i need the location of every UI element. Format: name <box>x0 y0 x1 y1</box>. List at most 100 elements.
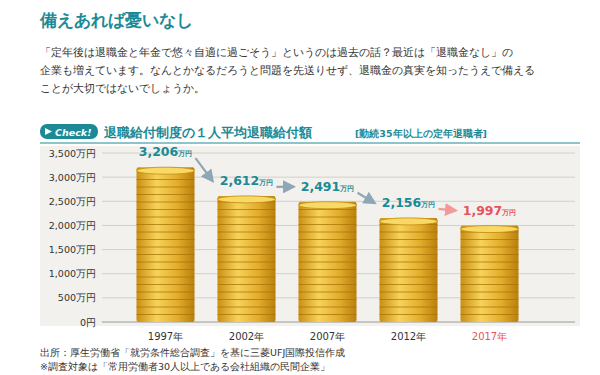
coin-edge <box>137 262 195 263</box>
coin-edge <box>380 247 438 248</box>
heading-rule <box>40 143 580 144</box>
data-label-unit: 万円 <box>339 185 354 193</box>
coin-edge <box>299 277 357 278</box>
coin-edge <box>299 292 357 293</box>
coin-edge <box>137 217 195 218</box>
page: {"header": {"title": "備えあれば憂いなし", "parag… <box>0 0 600 375</box>
bar <box>380 218 438 322</box>
coin-edge <box>218 247 276 248</box>
coin-edge <box>218 269 276 270</box>
coin-edge <box>137 179 195 180</box>
coin-edge <box>218 239 276 240</box>
badge-icon <box>45 128 52 135</box>
coin-edge <box>461 254 519 255</box>
page-title: 備えあれば憂いなし <box>39 10 193 30</box>
coin-edge <box>299 299 357 300</box>
coin-edge <box>299 224 357 225</box>
coin-top <box>380 218 438 225</box>
coin-edge <box>380 262 438 263</box>
bars <box>137 167 519 322</box>
footnote: 出所：厚生労働省「就労条件総合調査」を基に三菱UFJ国際投信作成 <box>40 347 345 358</box>
coin-edge <box>461 307 519 308</box>
coin-edge <box>461 284 519 285</box>
y-tick-label: 2,500万円 <box>49 196 96 207</box>
badge-text: Check! <box>55 127 91 138</box>
data-label: 2,156万円 <box>382 195 436 210</box>
coin-edge <box>218 262 276 263</box>
coin-edge <box>461 292 519 293</box>
data-label-unit: 万円 <box>177 150 192 158</box>
trend-arrow <box>358 193 375 203</box>
y-tick-label: 1,500万円 <box>49 244 96 255</box>
data-label-number: 3,206 <box>139 144 179 159</box>
coin-edge <box>380 292 438 293</box>
coin-edge <box>137 284 195 285</box>
coin-edge <box>218 217 276 218</box>
coin-edge <box>137 202 195 203</box>
x-tick-label: 2012年 <box>391 331 426 342</box>
data-label-unit: 万円 <box>420 201 435 209</box>
footnote: ※調査対象は「常用労働者30人以上である会社組織の民間企業」 <box>40 361 330 372</box>
coin-edge <box>299 254 357 255</box>
coin-edge <box>218 209 276 210</box>
data-label: 2,612万円 <box>220 173 274 188</box>
coin-edge <box>380 277 438 278</box>
paragraph-line: 企業も増えています。なんとかなるだろうと問題を先送りせず、退職金の真実を知ったう… <box>40 64 535 77</box>
coin-top <box>299 202 357 209</box>
coin-edge <box>137 292 195 293</box>
bar <box>299 202 357 322</box>
y-tick-label: 3,500万円 <box>49 148 96 159</box>
y-tick-label: 2,000万円 <box>49 220 96 231</box>
bar <box>218 196 276 322</box>
coin-edge <box>299 284 357 285</box>
coin-top <box>461 226 519 233</box>
coin-edge <box>137 299 195 300</box>
coin-edge <box>218 292 276 293</box>
coin-edge <box>137 254 195 255</box>
coin-edge <box>218 284 276 285</box>
trend-arrow <box>277 186 294 188</box>
coin-edge <box>380 284 438 285</box>
data-label-unit: 万円 <box>501 209 516 217</box>
coin-edge <box>218 254 276 255</box>
coin-edge <box>461 277 519 278</box>
coin-edge <box>137 307 195 308</box>
bar <box>137 167 195 322</box>
chart-subtitle: [勤続35年以上の定年退職者] <box>355 128 487 139</box>
x-tick-label: 2017年 <box>472 331 507 342</box>
coin-edge <box>461 269 519 270</box>
coin-edge <box>299 239 357 240</box>
chart-bg <box>40 146 580 326</box>
paragraph-line: 「定年後は退職金と年金で悠々自適に過ごそう」というのは過去の話？最近は「退職金な… <box>40 46 513 59</box>
data-label-number: 1,997 <box>463 203 503 218</box>
coin-edge <box>461 262 519 263</box>
coin-edge <box>137 277 195 278</box>
coin-edge <box>218 307 276 308</box>
data-label-number: 2,612 <box>220 173 260 188</box>
coin-edge <box>461 239 519 240</box>
coin-edge <box>299 232 357 233</box>
coin-edge <box>461 299 519 300</box>
data-label-number: 2,156 <box>382 195 422 210</box>
coin-top <box>137 167 195 174</box>
coin-edge <box>137 269 195 270</box>
coin-edge <box>137 232 195 233</box>
coin-edge <box>380 269 438 270</box>
coin-edge <box>137 224 195 225</box>
trend-arrow <box>196 158 213 181</box>
trend-arrow <box>439 209 456 211</box>
y-tick-label: 500万円 <box>58 292 96 303</box>
coin-edge <box>299 307 357 308</box>
coin-edge <box>380 232 438 233</box>
coin-edge <box>299 247 357 248</box>
coin-edge <box>299 269 357 270</box>
data-label: 3,206万円 <box>139 144 193 159</box>
data-label-number: 2,491 <box>301 179 341 194</box>
coin-edge <box>137 209 195 210</box>
data-label: 2,491万円 <box>301 179 355 194</box>
coin-edge <box>218 277 276 278</box>
coin-edge <box>461 314 519 315</box>
paragraph-line: ことが大切ではないでしょうか。 <box>40 82 205 95</box>
coin-edge <box>461 247 519 248</box>
coin-edge <box>218 232 276 233</box>
